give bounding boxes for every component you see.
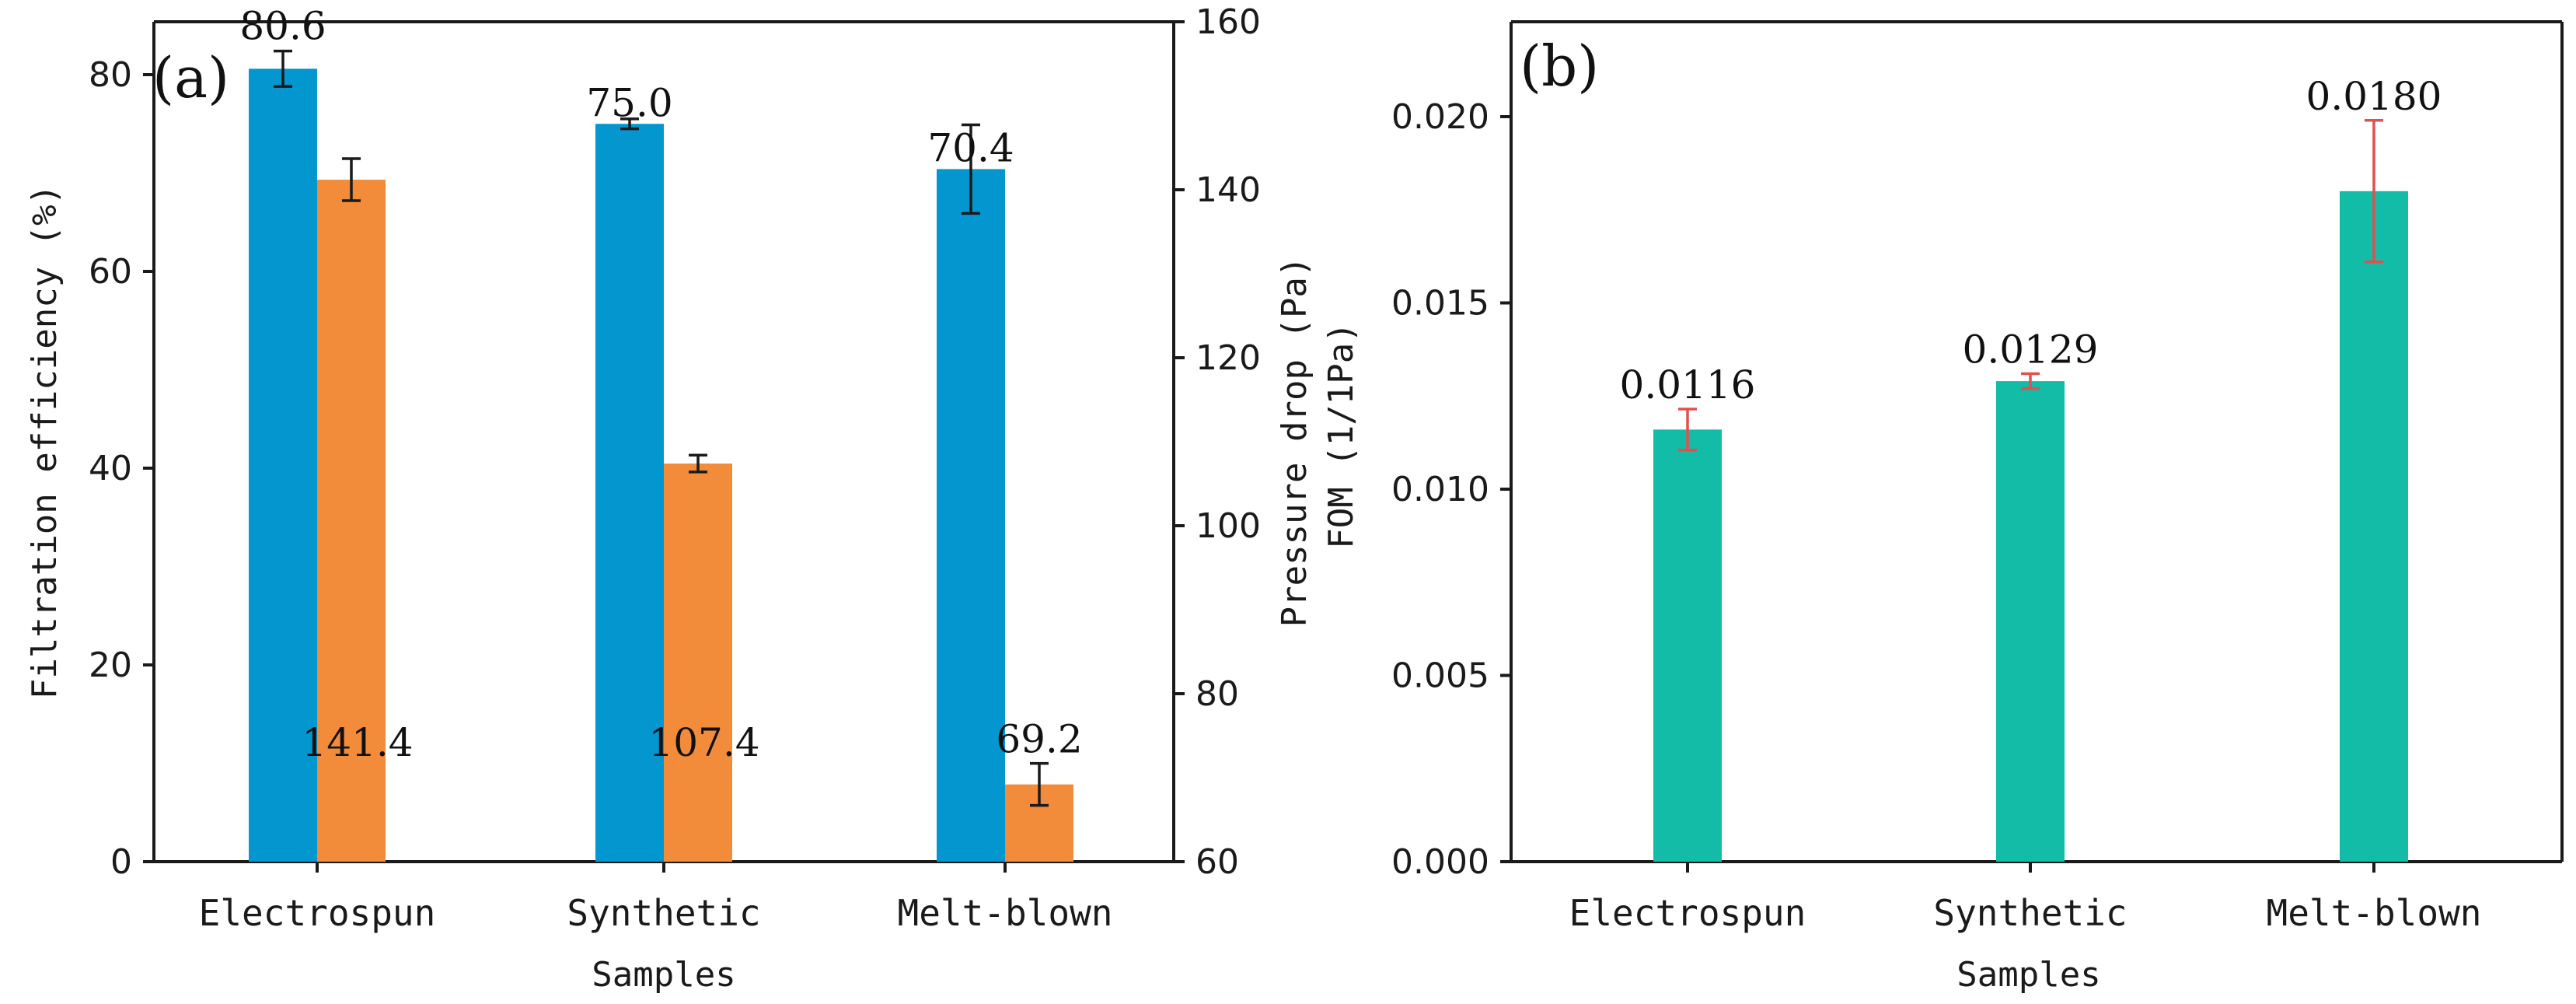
panel-a-y2-tick-label: 60 — [1196, 842, 1239, 882]
panel-b-bars: 0.0116 0.0129 0.0180 — [1620, 74, 2442, 862]
panel-a-y-tick-label: 20 — [89, 645, 132, 685]
efficiency-data-label: 80.6 — [239, 3, 326, 48]
panel-a-y-tick-label: 40 — [89, 449, 132, 488]
panel-a-y-tick-label: 60 — [89, 252, 132, 292]
panel-a-y-tick-label: 0 — [110, 842, 132, 882]
panel-a-label: (a) — [152, 45, 229, 110]
panel-a-y2-tick-label: 140 — [1196, 170, 1261, 210]
fom-data-label: 0.0180 — [2306, 74, 2442, 119]
pressure-data-label: 141.4 — [302, 720, 413, 765]
panel-b-y-tick-label: 0.005 — [1391, 656, 1489, 696]
panel-b-y-tick-label: 0.015 — [1391, 284, 1489, 324]
panel-b-y-title: FOM (1/1Pa) — [1321, 322, 1361, 548]
panel-b-y-tick-label: 0.020 — [1391, 97, 1489, 137]
panel-a-y-title: Filtration efficiency (%) — [25, 184, 65, 699]
panel-b-y-tick-label: 0.010 — [1391, 470, 1489, 509]
panel-a-y2-ticks: 60 80 100 120 140 160 — [1174, 2, 1261, 882]
panel-b-x-ticks: Electrospun Synthetic Melt-blown — [1569, 862, 2482, 934]
panel-b-x-tick-label: Synthetic — [1933, 892, 2127, 934]
panel-a-y2-tick-label: 80 — [1196, 674, 1239, 714]
panel-b-y-tick-label: 0.000 — [1391, 842, 1489, 882]
fom-bar — [1996, 381, 2065, 862]
panel-a-bars: 80.6 141.4 75.0 107.4 70.4 69.2 — [239, 3, 1083, 862]
fom-data-label: 0.0129 — [1963, 327, 2099, 373]
panel-b-label: (b) — [1520, 33, 1599, 99]
panel-a-y-ticks: 0 20 40 60 80 — [89, 55, 154, 882]
panel-a-y2-title: Pressure drop (Pa) — [1275, 257, 1314, 628]
panel-b-x-tick-label: Electrospun — [1569, 892, 1806, 934]
efficiency-data-label: 75.0 — [586, 80, 672, 125]
panel-a-y2-tick-label: 160 — [1196, 2, 1261, 42]
panel-a-x-ticks: Electrospun Synthetic Melt-blown — [199, 862, 1113, 934]
efficiency-bar — [937, 169, 1005, 862]
panel-a-y2-tick-label: 100 — [1196, 506, 1261, 546]
panel-a: (a) Samples Filtration efficiency (%) Pr… — [25, 2, 1314, 995]
panel-b: (b) Samples FOM (1/1Pa) 0.0000.0050.0100… — [1321, 20, 2564, 995]
pressure-data-label: 69.2 — [996, 717, 1082, 762]
pressure-data-label: 107.4 — [648, 720, 759, 765]
pressure-bar — [317, 180, 386, 862]
panel-a-x-tick-label: Synthetic — [567, 892, 760, 934]
efficiency-bar — [249, 68, 317, 862]
fom-data-label: 0.0116 — [1620, 362, 1756, 408]
panel-a-y-tick-label: 80 — [89, 55, 132, 95]
panel-a-x-title: Samples — [592, 955, 735, 995]
panel-b-x-tick-label: Melt-blown — [2267, 892, 2482, 934]
fom-bar — [2340, 191, 2408, 862]
fom-bar — [1653, 429, 1722, 862]
panel-a-x-tick-label: Electrospun — [199, 892, 436, 934]
panel-a-x-tick-label: Melt-blown — [898, 892, 1113, 934]
panel-a-y2-tick-label: 120 — [1196, 338, 1261, 378]
efficiency-data-label: 70.4 — [927, 125, 1014, 170]
panel-b-x-title: Samples — [1956, 955, 2100, 995]
pressure-bar — [664, 464, 732, 862]
panel-b-y-ticks: 0.000 0.005 0.010 0.015 0.020 — [1391, 97, 1511, 882]
efficiency-bar — [595, 124, 664, 862]
